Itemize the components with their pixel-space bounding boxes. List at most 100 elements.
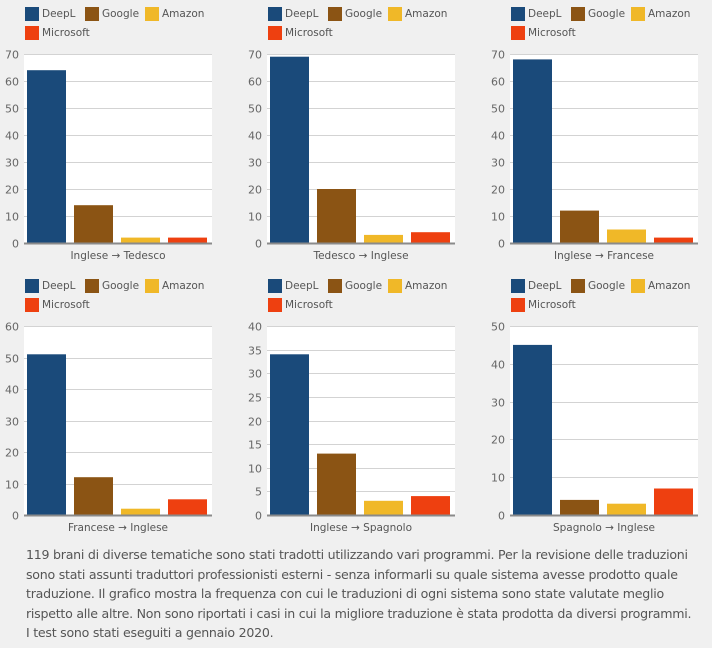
legend-item[interactable]: Google (85, 7, 139, 22)
y-tick-label: 30 (491, 157, 505, 170)
legend-item[interactable]: Microsoft (268, 26, 333, 41)
legend-label: Amazon (405, 280, 448, 292)
bar-google[interactable] (560, 499, 599, 515)
bar-amazon[interactable] (121, 508, 160, 515)
y-tick-label: 40 (5, 130, 19, 143)
legend-item[interactable]: Google (571, 7, 625, 22)
legend-swatch (145, 7, 159, 21)
bar-microsoft[interactable] (654, 237, 693, 243)
legend-item[interactable]: Amazon (388, 279, 447, 294)
legend-item[interactable]: Microsoft (511, 26, 576, 41)
legend-swatch (511, 298, 525, 312)
legend-swatch (631, 7, 645, 21)
legend-label: DeepL (285, 280, 319, 292)
legend-item[interactable]: Amazon (631, 7, 690, 22)
bar-amazon[interactable] (121, 237, 160, 243)
legend-swatch (268, 279, 282, 293)
y-tick-label: 15 (248, 439, 262, 452)
bar-chart: 0 5 10 15 20 25 30 35 40 Inglese → Spagnolo (248, 321, 455, 534)
y-tick-label: 30 (248, 368, 262, 381)
y-tick-label: 30 (5, 416, 19, 429)
y-tick-label: 50 (248, 103, 262, 116)
bar-deepl[interactable] (513, 344, 552, 515)
y-tick-label: 50 (5, 103, 19, 116)
bar-microsoft[interactable] (168, 237, 207, 243)
legend-swatch (571, 7, 585, 21)
y-tick-label: 20 (248, 184, 262, 197)
legend-item[interactable]: Microsoft (25, 298, 90, 313)
y-tick-label: 0 (498, 510, 505, 523)
legend-item[interactable]: DeepL (268, 279, 319, 294)
y-tick-label: 70 (491, 49, 505, 62)
bar-google[interactable] (317, 189, 356, 243)
legend-swatch (145, 279, 159, 293)
bar-microsoft[interactable] (411, 496, 450, 515)
chart-caption: 119 brani di diverse tematiche sono stat… (26, 547, 692, 640)
legend-swatch (328, 279, 342, 293)
bar-microsoft[interactable] (411, 232, 450, 243)
bar-deepl[interactable] (270, 56, 309, 244)
legend-item[interactable]: DeepL (511, 279, 562, 294)
bar-google[interactable] (317, 453, 356, 515)
y-tick-label: 35 (248, 345, 262, 358)
bar-chart: 0 10 20 30 40 50 60 70 Inglese → Tedesco (5, 49, 212, 262)
y-tick-label: 20 (5, 184, 19, 197)
legend-swatch (511, 7, 525, 21)
y-tick-label: 60 (5, 321, 19, 334)
bar-google[interactable] (74, 477, 113, 515)
legend-item[interactable]: Microsoft (511, 298, 576, 313)
y-tick-label: 20 (5, 447, 19, 460)
y-tick-label: 10 (248, 211, 262, 224)
legend-label: DeepL (528, 8, 562, 20)
chart-panel: DeepL Google Amazon Microsoft 0 10 20 30 40 50 60 7… (486, 0, 712, 270)
legend-item[interactable]: Amazon (631, 279, 690, 294)
legend-item[interactable]: Microsoft (25, 26, 90, 41)
legend-item[interactable]: Amazon (145, 7, 204, 22)
bar-deepl[interactable] (27, 70, 66, 243)
bar-amazon[interactable] (607, 229, 646, 244)
legend-swatch (511, 279, 525, 293)
legend-item[interactable]: Google (571, 279, 625, 294)
bar-microsoft[interactable] (168, 499, 207, 516)
y-tick-label: 0 (498, 238, 505, 251)
chart-panel: DeepL Google Amazon Microsoft 0 10 20 30 40 50 Spa… (486, 272, 712, 542)
legend-label: Amazon (162, 8, 205, 20)
y-tick-label: 0 (255, 510, 262, 523)
legend-swatch (25, 279, 39, 293)
legend-item[interactable]: Microsoft (268, 298, 333, 313)
bar-deepl[interactable] (513, 59, 552, 244)
legend-item[interactable]: DeepL (268, 7, 319, 22)
legend-item[interactable]: Google (85, 279, 139, 294)
legend-label: DeepL (285, 8, 319, 20)
x-axis-label: Inglese → Francese (554, 250, 654, 262)
y-tick-label: 50 (5, 353, 19, 366)
bar-google[interactable] (560, 210, 599, 243)
bar-amazon[interactable] (364, 234, 403, 243)
legend-swatch (268, 298, 282, 312)
bar-google[interactable] (74, 205, 113, 243)
bar-deepl[interactable] (270, 354, 309, 515)
legend-item[interactable]: DeepL (25, 279, 76, 294)
legend-item[interactable]: Google (328, 279, 382, 294)
y-tick-label: 40 (248, 130, 262, 143)
legend-swatch (328, 7, 342, 21)
legend-label: Microsoft (42, 27, 90, 39)
legend-item[interactable]: Google (328, 7, 382, 22)
y-tick-label: 40 (248, 321, 262, 334)
bar-amazon[interactable] (364, 500, 403, 515)
bar-deepl[interactable] (27, 354, 66, 515)
legend-label: Microsoft (528, 299, 576, 311)
y-tick-label: 50 (491, 321, 505, 334)
legend-swatch (571, 279, 585, 293)
y-tick-label: 40 (491, 359, 505, 372)
legend-label: Amazon (405, 8, 448, 20)
bar-microsoft[interactable] (654, 488, 693, 516)
legend-item[interactable]: DeepL (511, 7, 562, 22)
bar-amazon[interactable] (607, 503, 646, 515)
legend-item[interactable]: DeepL (25, 7, 76, 22)
legend-item[interactable]: Amazon (388, 7, 447, 22)
legend-item[interactable]: Amazon (145, 279, 204, 294)
y-tick-label: 25 (248, 392, 262, 405)
x-axis-label: Tedesco → Inglese (312, 250, 408, 262)
legend-label: Amazon (648, 280, 691, 292)
